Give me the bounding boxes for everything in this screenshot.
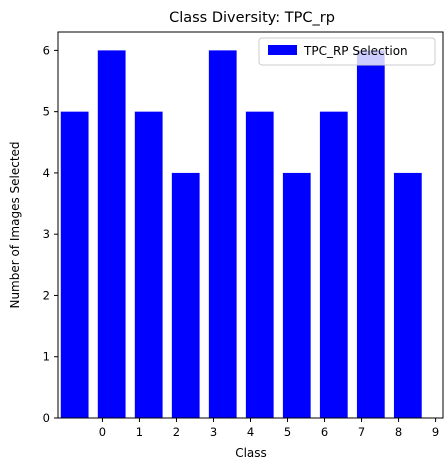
y-tick-label-3: 3 — [43, 227, 50, 241]
bar-9 — [393, 172, 422, 418]
y-tick-label-5: 5 — [43, 105, 50, 119]
bar-6 — [282, 172, 311, 418]
x-tick-label-8: 8 — [395, 425, 402, 439]
x-axis-ticks: 0 1 2 3 4 5 6 7 8 9 — [99, 418, 439, 439]
y-tick-label-1: 1 — [43, 350, 50, 364]
x-tick-label-5: 5 — [284, 425, 291, 439]
plot-frame — [57, 31, 444, 419]
bar-4 — [208, 50, 237, 418]
x-tick-label-2: 2 — [173, 425, 180, 439]
legend: TPC_RP Selection — [258, 37, 436, 66]
y-tick-label-6: 6 — [43, 43, 50, 57]
bar-1 — [97, 50, 126, 418]
chart-title: Class Diversity: TPC_rp — [169, 10, 335, 26]
legend-swatch — [268, 45, 297, 55]
x-tick-label-6: 6 — [321, 425, 328, 439]
x-tick-label-9: 9 — [432, 425, 439, 439]
y-tick-label-2: 2 — [43, 288, 50, 302]
bars-group — [60, 50, 422, 419]
bar-5 — [245, 111, 274, 419]
x-tick-label-7: 7 — [358, 425, 365, 439]
y-tick-label-4: 4 — [43, 166, 50, 180]
bar-8 — [356, 50, 385, 418]
y-axis-ticks: 0 1 2 3 4 5 6 — [43, 43, 58, 425]
y-axis-label: Number of Images Selected — [8, 141, 22, 308]
x-tick-label-4: 4 — [247, 425, 254, 439]
x-axis-label: Class — [235, 446, 267, 460]
legend-label: TPC_RP Selection — [303, 44, 408, 58]
x-tick-label-1: 1 — [136, 425, 143, 439]
y-tick-label-0: 0 — [43, 411, 50, 425]
bar-0 — [60, 111, 89, 419]
x-tick-label-3: 3 — [210, 425, 217, 439]
bar-3 — [171, 172, 200, 418]
x-tick-label-0: 0 — [99, 425, 106, 439]
bar-2 — [134, 111, 163, 419]
legend-box — [258, 37, 436, 66]
bar-7 — [319, 111, 348, 419]
